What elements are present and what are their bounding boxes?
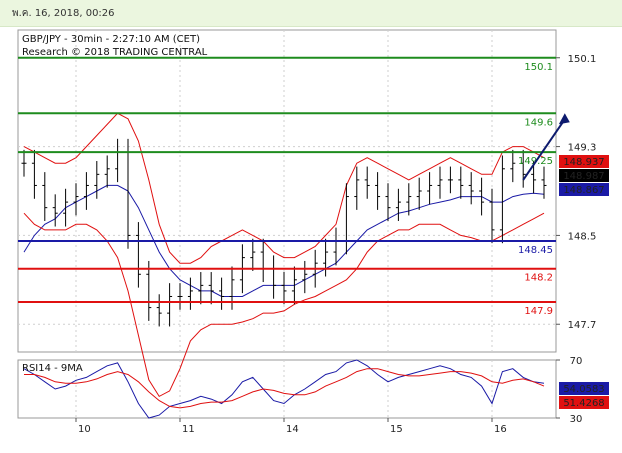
price-tag — [559, 169, 609, 182]
rsi-value-tag — [559, 382, 609, 395]
projection-arrow — [522, 118, 566, 181]
chart-title: GBP/JPY - 30min - 2:27:10 AM (CET) — [22, 34, 200, 45]
price-tag-label: 148.987 — [563, 171, 604, 182]
x-tick-label: 16 — [494, 424, 507, 435]
rsi-value-label: 54.0583 — [563, 384, 604, 395]
y-tick-label: 148.5 — [568, 231, 597, 242]
timestamp: พ.ค. 16, 2018, 00:26 — [12, 8, 115, 19]
rsi-value-label: 51.4268 — [563, 398, 604, 409]
level-label: 147.9 — [524, 306, 553, 317]
level-label: 149.6 — [524, 117, 553, 128]
series-line-band-lower — [23, 212, 545, 398]
rsi-line-rsi — [23, 359, 545, 419]
rsi-y-tick-label: 70 — [570, 356, 583, 367]
price-bars — [21, 138, 547, 327]
rsi-title: RSI14 - 9MA — [22, 363, 83, 374]
x-tick-label: 10 — [78, 424, 91, 435]
price-tag — [559, 183, 609, 196]
top-bar: พ.ค. 16, 2018, 00:26 — [0, 0, 622, 27]
x-tick-label: 15 — [390, 424, 403, 435]
series-line-band-upper — [23, 112, 545, 264]
rsi-panel: 70 30 54.0583 51.4268 — [23, 356, 609, 425]
rsi-value-tag — [559, 396, 609, 409]
price-tag-label: 148.937 — [563, 157, 604, 168]
rsi-y-tick-label: 30 — [570, 414, 583, 425]
axis: 150.1 149.3 148.5 147.7 148.937 148.987 148.86… — [75, 54, 609, 435]
y-tick-label: 147.7 — [568, 320, 597, 331]
x-tick-label: 14 — [286, 424, 299, 435]
x-tick-label: 11 — [182, 424, 195, 435]
rsi-line-ma — [24, 368, 545, 409]
level-label: 148.45 — [518, 245, 553, 256]
level-label: 148.2 — [524, 273, 553, 284]
price-tag — [559, 155, 609, 168]
level-label: 150.1 — [524, 62, 553, 73]
chart-subtitle: Research © 2018 TRADING CENTRAL — [22, 47, 208, 58]
y-tick-label: 150.1 — [568, 54, 597, 65]
projection-arrowhead — [558, 113, 570, 125]
rsi-plot-frame — [17, 359, 557, 419]
main-plot-frame — [17, 29, 557, 353]
y-tick-label: 149.3 — [568, 143, 597, 154]
price-tag-label: 148.867 — [563, 185, 604, 196]
